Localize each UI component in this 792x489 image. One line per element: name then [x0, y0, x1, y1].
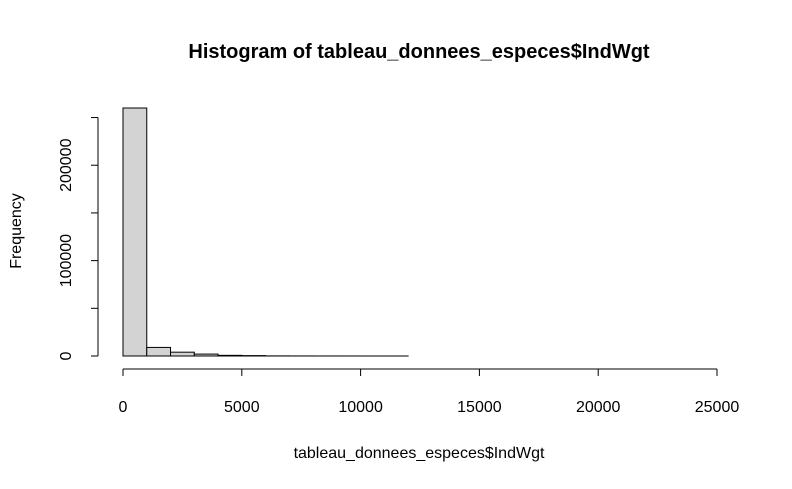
histogram-bar: [170, 351, 195, 357]
histogram-bar: [146, 346, 172, 357]
x-tick-label: 10000: [338, 399, 383, 416]
x-tick-label: 20000: [576, 399, 621, 416]
y-tick-label: 0: [58, 351, 75, 360]
y-axis-label: Frequency: [8, 193, 25, 269]
y-axis: 0 100000 200000: [58, 117, 99, 360]
y-tick-label: 100000: [58, 234, 75, 287]
x-tick-label: 5000: [224, 399, 260, 416]
chart-title: Histogram of tableau_donnees_especes$Ind…: [188, 41, 650, 63]
x-axis-label: tableau_donnees_especes$IndWgt: [294, 445, 545, 462]
bars-group: [122, 107, 409, 357]
x-tick-label: 25000: [695, 399, 740, 416]
x-tick-label: 15000: [457, 399, 502, 416]
x-axis: 0 5000 10000 15000 20000 25000: [119, 368, 740, 416]
histogram-bar: [217, 354, 243, 357]
y-tick-label: 200000: [58, 138, 75, 191]
histogram-bar: [122, 107, 148, 357]
histogram-bar: [193, 353, 219, 357]
x-tick-label: 0: [119, 399, 128, 416]
